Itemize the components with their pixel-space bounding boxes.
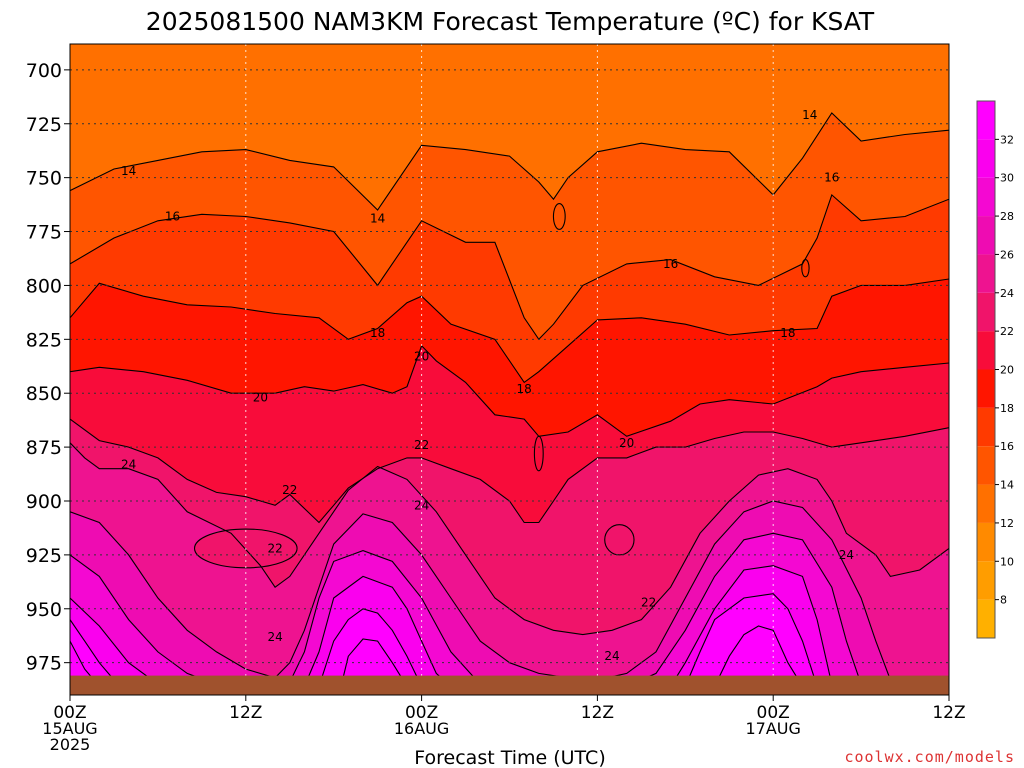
y-tick-label-900: 900	[26, 491, 62, 513]
x-tick-label-12-0: 12Z	[229, 703, 262, 723]
colorbar-label-22: 22	[1000, 325, 1014, 338]
contour-label-14: 22	[267, 541, 282, 555]
contour-label-17: 24	[414, 498, 429, 512]
contour-label-9: 20	[253, 391, 268, 405]
colorbar-label-14: 14	[1000, 479, 1014, 492]
contour-blob-4	[533, 435, 544, 472]
colorbar-label-10: 10	[1000, 555, 1014, 568]
band-below-14	[70, 44, 949, 210]
y-tick-label-700: 700	[26, 60, 62, 82]
y-tick-label-850: 850	[26, 383, 62, 405]
colorbar-segment-14	[977, 446, 995, 485]
contour-label-1: 14	[370, 212, 385, 226]
y-tick-label-750: 750	[26, 168, 62, 190]
contour-label-8: 18	[780, 326, 795, 340]
x-tick-label-48-1: 17AUG	[745, 719, 800, 738]
y-tick-label-925: 925	[26, 545, 62, 567]
contour-14	[70, 112, 949, 211]
contour-label-12: 22	[282, 483, 297, 497]
colorbar-segment-24	[977, 254, 995, 293]
contour-label-11: 20	[619, 436, 634, 450]
x-tick-label-36-0: 12Z	[581, 703, 614, 723]
colorbar: 8 10 12 14 16 18 20 22 24 26 28 30 32	[976, 100, 1014, 639]
colorbar-label-12: 12	[1000, 517, 1014, 530]
y-tick-label-875: 875	[26, 437, 62, 459]
contour-label-4: 16	[663, 257, 678, 271]
x-tick-label-24-0: 00Z	[405, 703, 438, 723]
contour-label-0: 14	[121, 164, 136, 178]
y-tick-label-725: 725	[26, 114, 62, 136]
plot-area: 14 14 14 16 16 16 18 18 18 20 20 20 22 22 22 22 24 24 24 24…	[70, 44, 949, 695]
contour-label-6: 18	[370, 326, 385, 340]
contour-label-2: 14	[802, 108, 817, 122]
colorbar-label-26: 26	[1000, 248, 1014, 261]
y-tick-label-775: 775	[26, 222, 62, 244]
y-tick-label-800: 800	[26, 275, 62, 297]
x-tick-label-0-0: 00Z	[53, 703, 86, 723]
x-tick-label-24-1: 16AUG	[394, 719, 449, 738]
contour-label-10: 20	[414, 350, 429, 364]
colorbar-segment-18	[977, 369, 995, 408]
colorbar-label-18: 18	[1000, 402, 1014, 415]
contour-label-15: 22	[641, 595, 656, 609]
contour-label-3: 16	[165, 209, 180, 223]
y-tick-label-975: 975	[26, 653, 62, 675]
y-axis: 700 725 750 775 800 825 850 875 900 925 950 975	[26, 60, 70, 675]
contour-label-19: 24	[604, 649, 619, 663]
contour-20	[70, 344, 949, 437]
contour-label-18: 24	[267, 630, 282, 644]
chart-title: 2025081500 NAM3KM Forecast Temperature (…	[146, 7, 875, 36]
colorbar-label-30: 30	[1000, 172, 1014, 185]
grid-lines	[70, 44, 949, 695]
colorbar-segment-22	[977, 292, 995, 332]
contour-label-5: 16	[824, 171, 839, 185]
colorbar-segment-28	[977, 177, 995, 217]
colorbar-segment-10	[977, 522, 995, 562]
colorbar-label-20: 20	[1000, 364, 1014, 377]
contour-18	[70, 278, 949, 384]
colorbar-segment-8	[977, 561, 995, 600]
contour-blob-2	[552, 202, 566, 230]
x-tick-label-48-0: 00Z	[757, 703, 790, 723]
colorbar-segment-30	[977, 139, 995, 178]
colorbar-segment-12	[977, 484, 995, 523]
colorbar-segment-26	[977, 216, 995, 255]
x-axis-label: Forecast Time (UTC)	[414, 747, 605, 768]
x-tick-label-0-1: 15AUG	[42, 719, 97, 738]
contour-label-16: 24	[121, 457, 136, 471]
ground-surface	[70, 675, 949, 695]
colorbar-segment-16	[977, 407, 995, 447]
contour-labels: 14 14 14 16 16 16 18 18 18 20 20 20 22 22 22 22 24 24 24 24…	[121, 108, 854, 663]
contour-label-13: 22	[414, 438, 429, 452]
colorbar-segment-6	[977, 599, 995, 638]
contour-label-20: 24	[839, 548, 854, 562]
y-tick-label-950: 950	[26, 599, 62, 621]
contour-label-7: 18	[517, 382, 532, 396]
colorbar-segment-20	[977, 331, 995, 370]
colorbar-segment-32	[977, 101, 995, 140]
x-tick-label-0-2: 2025	[50, 735, 91, 754]
colorbar-label-28: 28	[1000, 210, 1014, 223]
colorbar-label-32: 32	[1000, 133, 1014, 146]
contour-blob-1	[604, 524, 635, 556]
x-tick-label-60-0: 12Z	[932, 703, 965, 723]
contour-22	[70, 418, 949, 524]
temperature-bands	[70, 44, 949, 695]
plot-frame	[69, 43, 950, 696]
colorbar-label-8: 8	[1000, 594, 1007, 607]
colorbar-label-24: 24	[1000, 287, 1014, 300]
colorbar-label-16: 16	[1000, 440, 1014, 453]
y-tick-label-825: 825	[26, 329, 62, 351]
watermark: coolwx.com/models	[844, 748, 1015, 766]
